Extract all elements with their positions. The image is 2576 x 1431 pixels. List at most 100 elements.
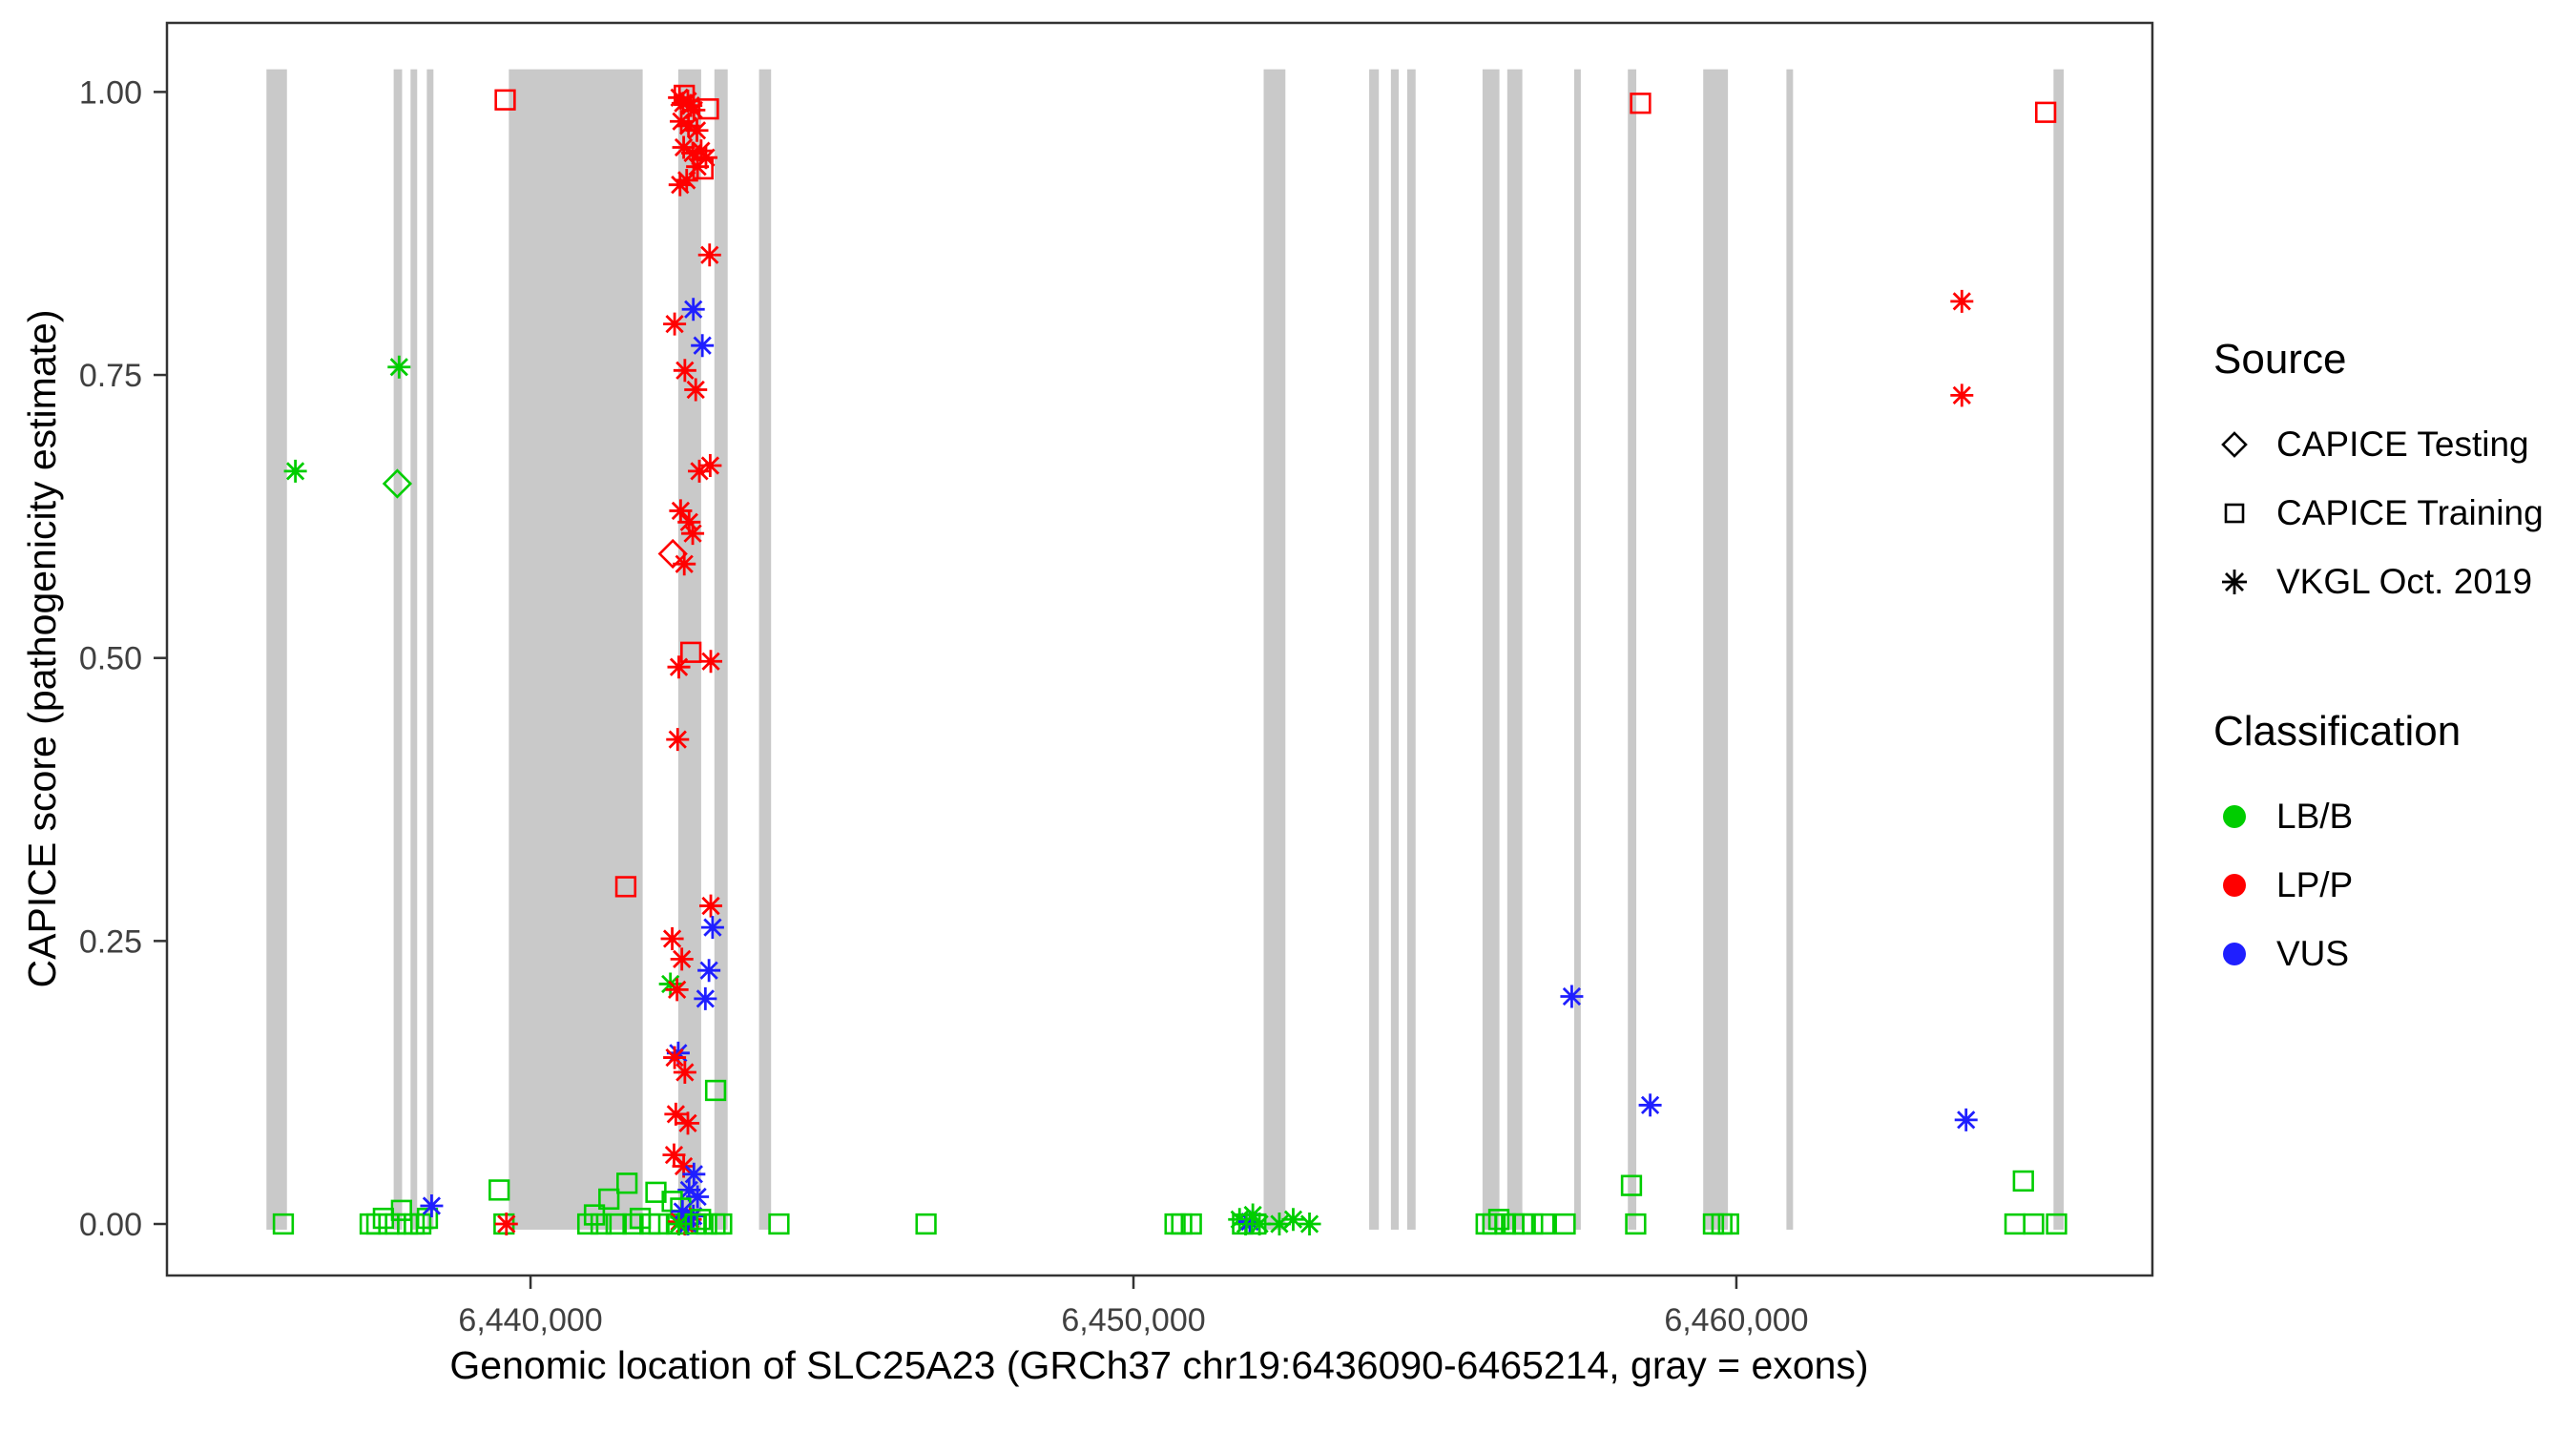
exon-band [1369, 69, 1380, 1230]
point-asterisk [686, 1185, 710, 1209]
point-asterisk [673, 359, 696, 383]
point-asterisk [671, 1199, 695, 1223]
legend-item-lpp: LP/P [2213, 851, 2576, 920]
point-asterisk [697, 243, 721, 267]
point-square [1482, 1213, 1504, 1235]
legend: Source CAPICE Testing CAPICE Training [2213, 336, 2576, 988]
point-asterisk [1638, 1093, 1662, 1117]
point-asterisk [666, 728, 690, 752]
point-asterisk [673, 1061, 696, 1084]
point-asterisk [686, 155, 710, 178]
exon-band [2053, 69, 2065, 1230]
point-asterisk [699, 650, 723, 674]
point-asterisk [668, 173, 692, 197]
square-icon [2213, 492, 2255, 534]
point-square [2035, 101, 2057, 123]
y-tick-label: 0.50 [79, 641, 142, 677]
x-tick-label: 6,450,000 [1061, 1302, 1205, 1338]
point-asterisk [698, 453, 722, 477]
point-square [494, 89, 516, 111]
legend-item-lbb: LB/B [2213, 782, 2576, 851]
point-square [272, 1213, 295, 1235]
point-square [2023, 1213, 2045, 1235]
point-asterisk [1954, 1108, 1978, 1131]
point-asterisk [685, 118, 709, 142]
legend-item-label: CAPICE Testing [2276, 425, 2529, 464]
point-asterisk [697, 959, 721, 983]
point-asterisk [673, 552, 696, 576]
point-square [2004, 1213, 2026, 1235]
legend-item-capice-testing: CAPICE Testing [2213, 410, 2576, 479]
point-asterisk [1281, 1208, 1305, 1232]
point-square [359, 1213, 382, 1235]
point-square [372, 1207, 395, 1230]
point-square [622, 1213, 644, 1235]
point-square [1625, 1213, 1647, 1235]
panel-border [165, 21, 2154, 1277]
point-square [768, 1213, 790, 1235]
legend-item-label: VUS [2276, 934, 2350, 973]
point-square [680, 641, 702, 663]
point-asterisk [682, 1162, 706, 1186]
point-asterisk [387, 355, 411, 379]
y-axis-title: CAPICE score (pathogenicity estimate) [20, 310, 64, 988]
point-square [488, 1179, 510, 1201]
legend-classification-title: Classification [2213, 708, 2462, 755]
point-asterisk [675, 168, 698, 192]
point-square [690, 1209, 712, 1231]
point-square [711, 1213, 733, 1235]
x-tick-label: 6,460,000 [1664, 1302, 1808, 1338]
point-square [614, 876, 637, 898]
exon-band [1390, 69, 1400, 1230]
exon-band [426, 69, 434, 1230]
point-asterisk [283, 459, 307, 483]
point-square [1533, 1213, 1555, 1235]
point-asterisk [671, 92, 695, 115]
point-square [1180, 1213, 1202, 1235]
exon-band [758, 69, 772, 1230]
point-asterisk [665, 978, 689, 1002]
point-asterisk [1248, 1213, 1272, 1236]
point-asterisk [672, 1154, 696, 1178]
vus-dot-icon [2213, 933, 2255, 975]
legend-source-section: Source CAPICE Testing CAPICE Training [2213, 336, 2576, 616]
point-asterisk [670, 947, 694, 971]
y-tick-label: 0.00 [79, 1207, 142, 1243]
asterisk-icon [2213, 561, 2255, 603]
point-asterisk [667, 655, 691, 679]
point-square [1522, 1213, 1544, 1235]
point-asterisk [684, 378, 708, 402]
point-asterisk [682, 98, 706, 122]
point-asterisk [663, 312, 687, 336]
point-diamond [382, 468, 413, 499]
point-square [704, 1079, 727, 1102]
point-asterisk [420, 1194, 444, 1218]
point-square [1630, 93, 1652, 114]
point-asterisk [669, 499, 693, 523]
exon-band [1482, 69, 1500, 1230]
exon-band [1786, 69, 1794, 1230]
lbb-dot-icon [2213, 796, 2255, 838]
point-asterisk [676, 1111, 700, 1135]
point-asterisk [694, 986, 717, 1010]
legend-item-capice-training: CAPICE Training [2213, 479, 2576, 548]
exon-band [1406, 69, 1416, 1230]
point-asterisk [662, 1143, 686, 1167]
point-square [2012, 1170, 2034, 1192]
diamond-icon [2213, 424, 2255, 466]
point-square [1487, 1209, 1510, 1231]
point-asterisk [689, 139, 713, 163]
point-asterisk [1298, 1213, 1321, 1236]
point-asterisk [1237, 1210, 1261, 1234]
legend-classification-section: Classification LB/B LP/P VUS [2213, 708, 2576, 988]
point-asterisk [660, 926, 684, 950]
point-diamond [657, 538, 688, 570]
point-asterisk [672, 135, 696, 159]
exon-band [266, 69, 287, 1230]
legend-item-label: VKGL Oct. 2019 [2276, 562, 2533, 601]
exon-band [509, 69, 643, 1230]
exon-band [1573, 69, 1581, 1230]
point-square [1554, 1213, 1576, 1235]
point-square [1620, 1174, 1643, 1196]
